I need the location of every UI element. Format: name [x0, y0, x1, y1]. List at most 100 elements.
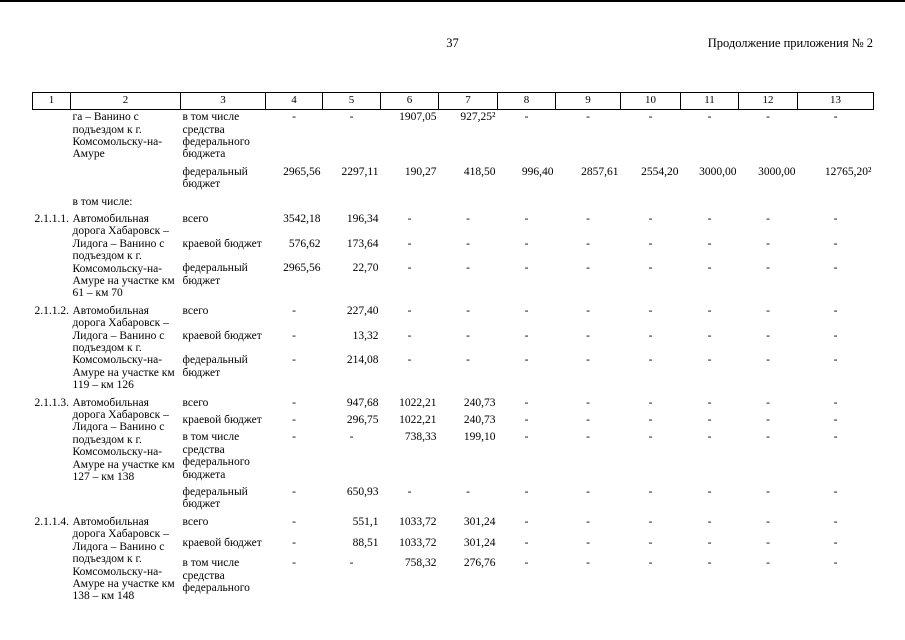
budget-type: краевой бюджет: [182, 414, 262, 427]
value-cell: -: [292, 557, 296, 570]
value-cell: 1907,05: [399, 111, 437, 124]
value-cell: 276,76: [463, 557, 496, 570]
value-cell: -: [407, 486, 412, 499]
value-cell: [439, 195, 498, 212]
value-cell: 199,10: [463, 431, 496, 444]
value-cell: 2297,11: [341, 165, 379, 178]
value-cell: -: [524, 212, 529, 225]
value-cell: -: [833, 515, 838, 528]
value-cell: -: [524, 262, 529, 275]
value-cell: 650,93: [346, 486, 379, 499]
value-cell: -: [648, 431, 653, 444]
row-name: Автомобильная дорога Хабаровск – Лидога …: [72, 515, 175, 603]
value-cell: -: [766, 536, 770, 549]
value-cell: -: [586, 304, 590, 317]
value-cell: -: [586, 329, 590, 342]
value-cell: 996,40: [521, 165, 554, 178]
value-cell: -: [586, 354, 590, 367]
value-cell: -: [648, 515, 653, 528]
value-cell: -: [766, 304, 770, 317]
row-number: 2.1.1.4.: [34, 515, 70, 528]
value-cell: -: [707, 212, 712, 225]
value-cell: 2554,20: [641, 165, 679, 178]
budget-type: краевой бюджет: [182, 329, 262, 342]
value-cell: -: [766, 354, 770, 367]
value-cell: 1033,72: [399, 536, 437, 549]
value-cell: -: [407, 212, 412, 225]
budget-table: 1 2 3 4 5 6 7 8 9 10 11 12 13 га – Ванино с подъездо…: [32, 91, 874, 607]
value-cell: -: [524, 237, 529, 250]
value-cell: -: [766, 329, 770, 342]
value-cell: -: [648, 304, 653, 317]
value-cell: -: [833, 486, 838, 499]
value-cell: -: [833, 536, 838, 549]
table-row: га – Ванино с подъездом к г. Комсомольск…: [33, 110, 874, 165]
value-cell: -: [524, 354, 529, 367]
value-cell: -: [407, 262, 412, 275]
table-row: краевой бюджет - 13,32 - - - - - - - -: [33, 329, 874, 354]
budget-type: федеральный бюджет: [182, 486, 248, 511]
value-cell: -: [586, 262, 590, 275]
value-cell: [556, 195, 621, 212]
value-cell: -: [766, 237, 770, 250]
value-cell: -: [766, 262, 770, 275]
value-cell: 2857,61: [581, 165, 619, 178]
row-number: [33, 195, 71, 212]
value-cell: 12765,20²: [824, 165, 872, 178]
budget-type: всего: [182, 304, 209, 317]
value-cell: -: [707, 329, 712, 342]
row-name: в том числе:: [72, 195, 133, 208]
value-cell: -: [648, 329, 653, 342]
table-row: федеральный бюджет - 214,08 - - - - - - - -: [33, 353, 874, 395]
value-cell: -: [707, 557, 712, 570]
value-cell: [681, 195, 739, 212]
value-cell: -: [524, 329, 529, 342]
value-cell: -: [766, 414, 770, 427]
value-cell: -: [349, 111, 354, 124]
value-cell: -: [292, 536, 296, 549]
value-cell: -: [833, 304, 838, 317]
value-cell: 418,50: [463, 165, 496, 178]
budget-type: всего: [182, 515, 209, 528]
value-cell: -: [466, 237, 470, 250]
row-number: [33, 110, 71, 195]
value-cell: -: [524, 414, 529, 427]
value-cell: 3000,00: [699, 165, 737, 178]
value-cell: 13,32: [352, 329, 379, 342]
value-cell: -: [707, 354, 712, 367]
value-cell: -: [648, 262, 653, 275]
table-row: в том числе:: [33, 195, 874, 212]
value-cell: -: [466, 486, 470, 499]
value-cell: -: [833, 557, 838, 570]
value-cell: -: [466, 329, 470, 342]
value-cell: -: [707, 304, 712, 317]
value-cell: -: [833, 262, 838, 275]
value-cell: -: [648, 237, 653, 250]
table-header: 1 2 3 4 5 6 7 8 9 10 11 12 13: [32, 91, 874, 111]
table-row: 2.1.1.2. Автомобильная дорога Хабаровск –…: [33, 304, 874, 391]
table-row: 2.1.1.3. Автомобильная дорога Хабаровск –…: [33, 396, 874, 483]
table-row: 2.1.1.1. Автомобильная дорога Хабаровск –…: [33, 212, 874, 299]
budget-type: федеральный бюджет: [182, 354, 248, 379]
row-name: Автомобильная дорога Хабаровск – Лидога …: [72, 396, 175, 484]
value-cell: -: [766, 486, 770, 499]
value-cell: -: [407, 329, 412, 342]
value-cell: -: [833, 237, 838, 250]
value-cell: -: [292, 329, 296, 342]
value-cell: -: [766, 396, 770, 409]
budget-type: федеральный бюджет: [182, 165, 248, 191]
value-cell: 758,32: [404, 557, 437, 570]
budget-type: краевой бюджет: [182, 237, 262, 250]
page-header: 37 Продолжение приложения № 2: [0, 2, 905, 52]
column-header: 3: [180, 91, 266, 111]
value-cell: 1022,21: [399, 396, 437, 409]
value-cell: -: [524, 431, 529, 444]
value-cell: -: [648, 212, 653, 225]
value-cell: -: [833, 414, 838, 427]
table-row: федеральный бюджет 2965,56 2297,11 190,27 41…: [33, 165, 874, 195]
value-cell: -: [648, 111, 653, 124]
value-cell: [621, 195, 681, 212]
value-cell: 301,24: [463, 515, 496, 528]
page-number: 37: [446, 36, 459, 50]
